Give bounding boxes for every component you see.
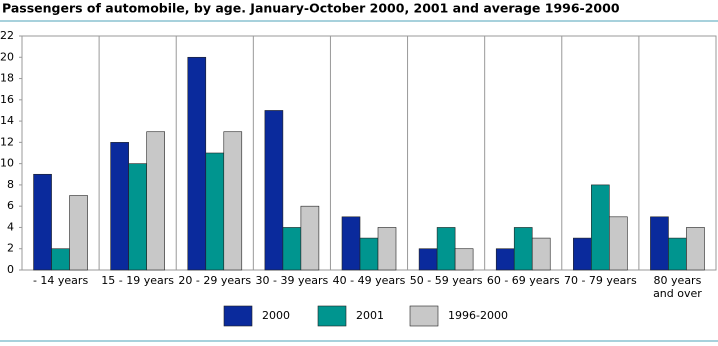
bar xyxy=(591,184,610,271)
x-tick-label: - 14 years xyxy=(33,274,89,287)
bar xyxy=(223,131,243,271)
x-tick-label: 50 - 59 years xyxy=(410,274,483,287)
x-tick-label: 70 - 79 years xyxy=(564,274,637,287)
bar xyxy=(436,227,456,271)
chart-title: Passengers of automobile, by age. Januar… xyxy=(2,1,620,16)
y-tick-label: 18 xyxy=(0,72,14,85)
bar xyxy=(686,227,705,271)
y-tick-label: 12 xyxy=(0,135,14,148)
bar xyxy=(146,131,165,271)
bar xyxy=(51,248,70,271)
y-tick-label: 22 xyxy=(0,29,14,42)
x-tick-label: 30 - 39 years xyxy=(256,274,329,287)
bar xyxy=(454,248,474,271)
bar xyxy=(33,173,52,271)
bar xyxy=(418,248,438,271)
y-tick-label: 6 xyxy=(7,199,14,212)
y-tick-label: 14 xyxy=(0,114,14,127)
y-tick-label: 4 xyxy=(7,220,14,233)
x-tick-label: 60 - 69 years xyxy=(487,274,560,287)
x-tick-label: 15 - 19 years xyxy=(101,274,174,287)
bar xyxy=(359,237,379,271)
y-tick-label: 8 xyxy=(7,178,14,191)
bar xyxy=(341,216,361,271)
y-tick-label: 20 xyxy=(0,50,14,63)
bar xyxy=(573,237,592,271)
bar xyxy=(110,142,129,271)
bar xyxy=(205,152,225,271)
bar xyxy=(668,237,687,271)
y-tick-label: 10 xyxy=(0,157,14,170)
x-tick-label: 20 - 29 years xyxy=(178,274,251,287)
bar xyxy=(264,110,284,271)
y-tick-label: 0 xyxy=(7,263,14,276)
bar xyxy=(513,227,533,271)
legend-label: 1996-2000 xyxy=(448,309,508,322)
legend-label: 2000 xyxy=(262,309,290,322)
x-tick-label: 80 years and over xyxy=(653,274,702,300)
bar xyxy=(300,205,320,271)
bar xyxy=(377,227,397,271)
bar xyxy=(69,195,88,271)
bar xyxy=(282,227,302,271)
legend-swatch xyxy=(223,305,253,327)
legend-label: 2001 xyxy=(356,309,384,322)
x-tick-label: 40 - 49 years xyxy=(333,274,406,287)
bar xyxy=(609,216,628,271)
bar xyxy=(495,248,515,271)
legend-swatch xyxy=(317,305,347,327)
y-tick-label: 2 xyxy=(7,242,14,255)
bar xyxy=(650,216,669,271)
bar xyxy=(187,56,207,271)
bar xyxy=(128,163,147,271)
y-tick-label: 16 xyxy=(0,93,14,106)
legend-swatch xyxy=(409,305,439,327)
bar xyxy=(531,237,551,271)
